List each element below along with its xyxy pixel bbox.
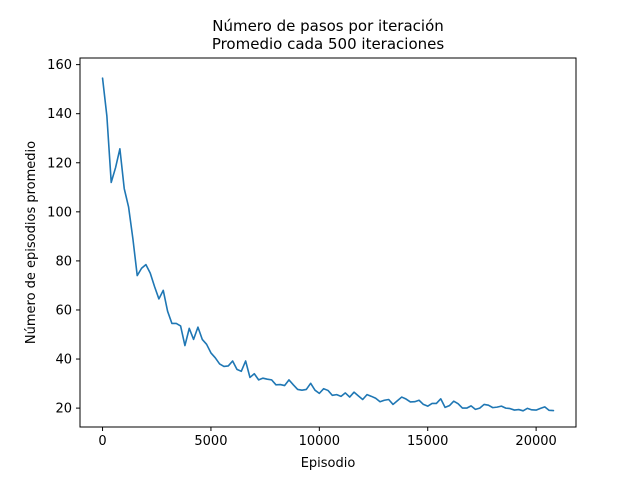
series-line xyxy=(101,77,555,412)
y-tick-label: 40 xyxy=(55,353,72,368)
x-tick-label: 15000 xyxy=(407,434,448,449)
x-tick-label: 20000 xyxy=(515,434,556,449)
plot-background xyxy=(80,58,576,427)
chart-title-line2: Promedio cada 500 iteraciones xyxy=(212,35,445,53)
series-layer xyxy=(101,77,555,412)
y-tick-label: 140 xyxy=(47,107,72,122)
x-axis-title: Episodio xyxy=(301,456,356,471)
y-tick-label: 100 xyxy=(47,205,72,220)
y-tick-label: 60 xyxy=(55,303,72,318)
y-tick-label: 160 xyxy=(47,58,72,73)
y-tick-label: 120 xyxy=(47,156,72,171)
x-tick-label: 5000 xyxy=(194,434,227,449)
plot-frame xyxy=(79,57,577,428)
y-axis-title: Número de episodios promedio xyxy=(24,141,39,344)
chart-title-line1: Número de pasos por iteración xyxy=(212,17,444,35)
x-tick-label: 10000 xyxy=(299,434,340,449)
axis-ticks: 0 5000 10000 15000 20000 20 40 60 80 100 120 140 160 xyxy=(47,58,557,449)
y-tick-label: 20 xyxy=(55,402,72,417)
x-tick-label: 0 xyxy=(98,434,106,449)
y-tick-label: 80 xyxy=(55,254,72,269)
